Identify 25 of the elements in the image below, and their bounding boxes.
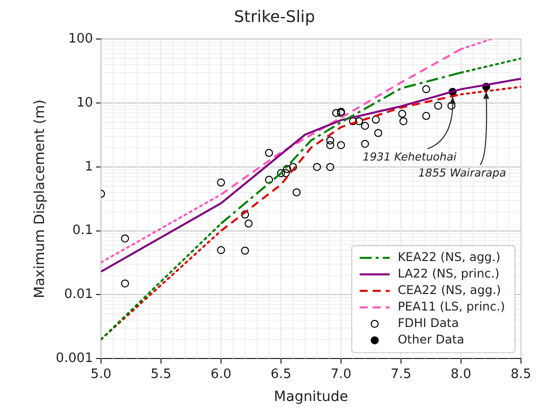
y-tick-label: 0.001	[56, 350, 94, 366]
legend-label: LA22 (NS, princ.)	[398, 266, 500, 280]
annotation: 1931 Kehetuohai	[362, 150, 456, 164]
legend-label: KEA22 (NS, agg.)	[398, 250, 500, 264]
legend-label: CEA22 (NS, agg.)	[398, 282, 501, 297]
x-tick-label: 8.0	[450, 366, 472, 382]
y-tick-label: 10	[76, 95, 94, 110]
legend-label: FDHI Data	[398, 316, 459, 330]
x-axis-title: Magnitude	[274, 389, 348, 406]
chart-title: Strike-Slip	[234, 6, 315, 26]
y-tick-label: 0.01	[64, 287, 94, 302]
x-tick-label: 8.5	[510, 366, 532, 382]
y-axis-title: Maximum Displacement (m)	[32, 100, 48, 298]
y-tick-label: 1	[84, 159, 94, 174]
legend-label: PEA11 (LS, princ.)	[398, 299, 506, 314]
y-tick-label: 0.1	[72, 223, 94, 238]
y-tick-label: 100	[68, 32, 94, 47]
x-tick-label: 5.0	[90, 366, 112, 382]
legend-label: Other Data	[398, 332, 464, 346]
x-tick-label: 6.0	[210, 366, 232, 382]
x-tick-label: 7.0	[330, 366, 352, 382]
x-tick-label: 6.5	[270, 366, 292, 382]
annotation: 1855 Wairarapa	[418, 166, 506, 180]
x-tick-label: 5.5	[150, 366, 172, 382]
x-tick-label: 7.5	[390, 366, 412, 382]
